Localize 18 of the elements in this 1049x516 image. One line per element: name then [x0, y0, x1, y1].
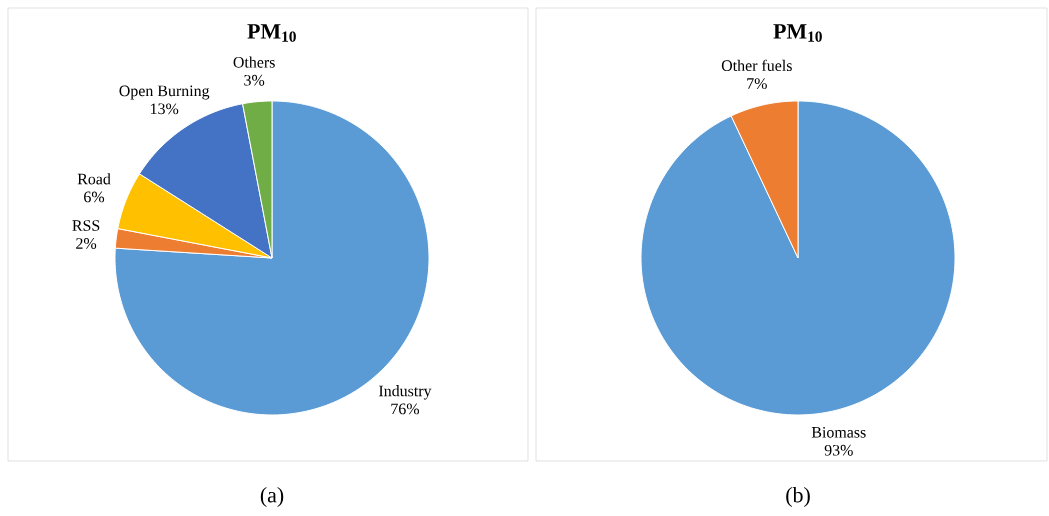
chart-title: PM$_{10}$ [247, 24, 296, 42]
slice-label: Biomass [811, 426, 866, 438]
slice-label: RSS [72, 220, 100, 231]
text: (b) [786, 487, 810, 507]
data-label: 13% [150, 103, 179, 115]
slice-label: Industry [378, 385, 432, 400]
slice-label: Others [233, 56, 275, 68]
data-label: 6% [84, 191, 105, 203]
text: (a) [260, 487, 284, 507]
data-label: 7% [747, 78, 767, 89]
slice-label: Other fuels [721, 59, 792, 72]
chart-title: PM$_{10}$ [773, 24, 822, 42]
data-label: 3% [244, 74, 265, 86]
slice-label: Open Burning [119, 85, 210, 100]
data-label: 93% [824, 444, 853, 456]
data-label: 2% [76, 238, 97, 249]
slice-label: Road [77, 173, 111, 185]
data-label: 76% [391, 403, 420, 415]
